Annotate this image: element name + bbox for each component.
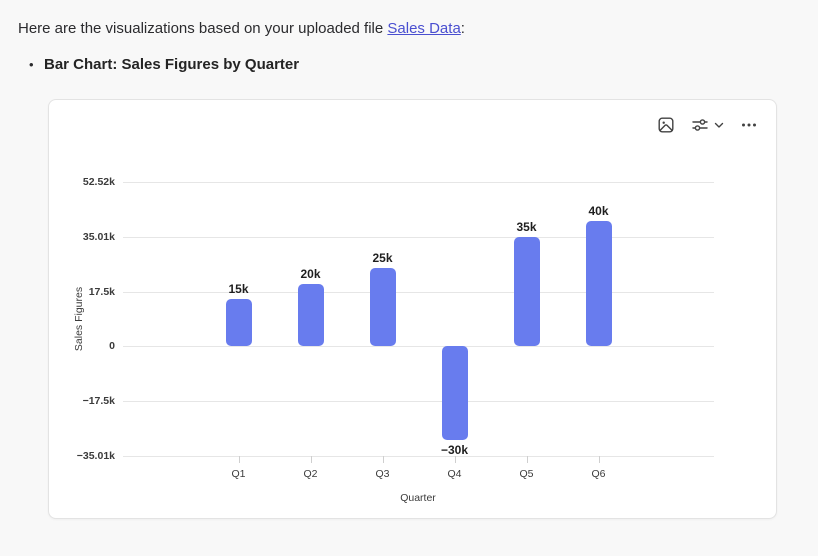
intro-text-before: Here are the visualizations based on you… [18,20,388,37]
y-axis-tick-label: 17.5k [88,285,115,298]
bar-Q6 [585,221,612,347]
gridline [123,401,714,403]
y-axis-tick-label: 0 [109,340,115,353]
y-axis-tick-label: 52.52k [82,176,115,188]
x-axis-tick [454,456,456,463]
y-axis-tick-label: −17.5k [82,395,115,408]
chevron-down-icon [714,122,724,128]
bar-Q2 [297,283,324,347]
x-axis-tick [238,456,240,463]
x-axis-tick [310,456,312,463]
gridline [123,346,714,348]
bar-Q5 [513,236,540,347]
plot-area: 15k Q1 20k Q2 25k Q3 −30k Q4 35k Q5 40k Q6 [123,182,714,480]
bar-value-label: 25k [372,251,393,266]
gridline [123,291,714,293]
x-axis-tick-label: Q3 [375,468,390,480]
bar-value-label: 20k [300,266,321,281]
x-axis-title: Quarter [400,492,436,504]
y-axis-tick-label: 35.01k [82,230,115,243]
bar-value-label: 35k [516,219,537,234]
bar-chart: Sales Figures 15k Q1 20k Q2 25k Q3 −30k Q4 35k Q5… [49,100,776,518]
bar-value-label: 15k [228,282,249,297]
x-axis-tick-label: Q1 [231,468,246,480]
bar-value-label: −30k [440,443,469,458]
x-axis-tick [598,456,600,463]
sliders-icon [692,119,708,131]
gridline [123,456,714,457]
bar-Q1 [225,299,252,347]
bar-value-label: 40k [588,204,609,219]
bar-Q3 [369,268,396,347]
x-axis-tick [526,456,528,463]
intro-text: Here are the visualizations based on you… [18,19,465,39]
x-axis-tick-label: Q4 [447,468,462,480]
chart-toolbar [654,113,761,137]
x-axis-tick-label: Q6 [591,468,606,480]
chart-list-item-label: Bar Chart: Sales Figures by Quarter [44,56,300,73]
chart-card: Sales Figures 15k Q1 20k Q2 25k Q3 −30k Q4 35k Q5… [48,99,777,519]
x-axis-tick [382,456,384,463]
chart-options-button[interactable] [688,113,727,137]
bullet-marker: • [29,57,34,72]
bar-Q4 [441,346,468,441]
gridline [123,182,714,183]
more-horizontal-icon [742,123,756,127]
x-axis-tick-label: Q5 [519,468,534,480]
more-options-button[interactable] [737,113,761,137]
y-axis-tick-label: −35.01k [76,450,115,462]
intro-text-after: : [460,20,465,37]
bullet-item: • Bar Chart: Sales Figures by Quarter [29,56,299,74]
gridline [123,236,714,238]
sales-data-link[interactable]: Sales Data [387,20,461,37]
export-image-button[interactable] [654,113,678,137]
x-axis-tick-label: Q2 [303,468,318,480]
image-icon [658,117,674,133]
